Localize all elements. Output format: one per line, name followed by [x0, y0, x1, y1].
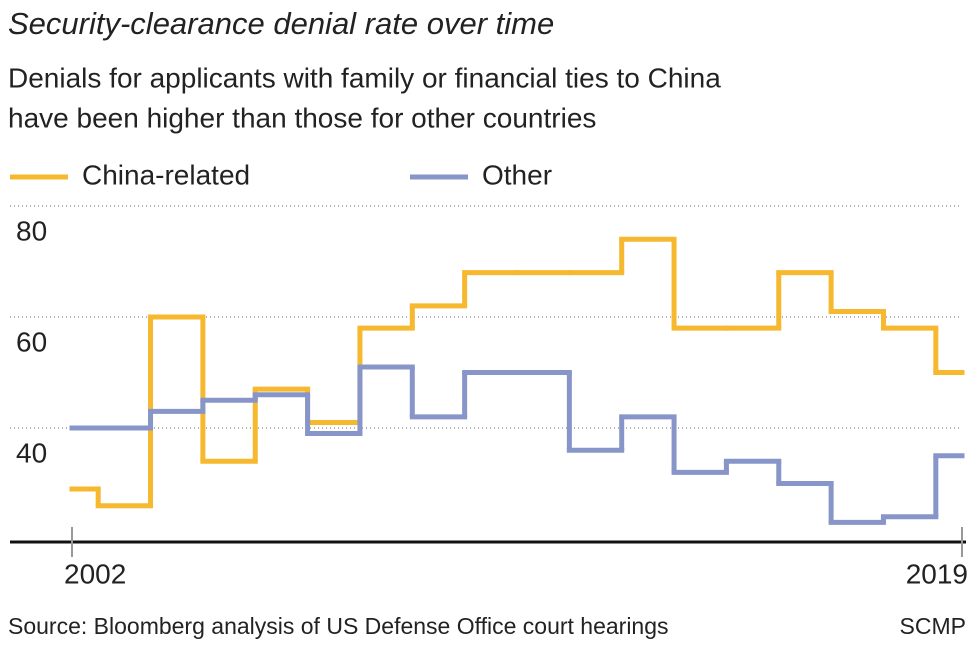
x-tick-label: 2002 — [64, 558, 126, 589]
y-tick-label: 60 — [16, 326, 47, 357]
legend-label: China-related — [82, 159, 250, 190]
subtitle: have been higher than those for other co… — [8, 102, 596, 133]
subtitle: Denials for applicants with family or fi… — [8, 62, 721, 93]
y-tick-label: 40 — [16, 437, 47, 468]
x-tick-label: 2019 — [906, 558, 968, 589]
legend-label: Other — [482, 159, 552, 190]
credit: SCMP — [900, 613, 966, 639]
chart-title: Security-clearance denial rate over time — [8, 6, 554, 41]
y-tick-label: 80 — [16, 215, 47, 246]
source: Source: Bloomberg analysis of US Defense… — [8, 613, 669, 639]
